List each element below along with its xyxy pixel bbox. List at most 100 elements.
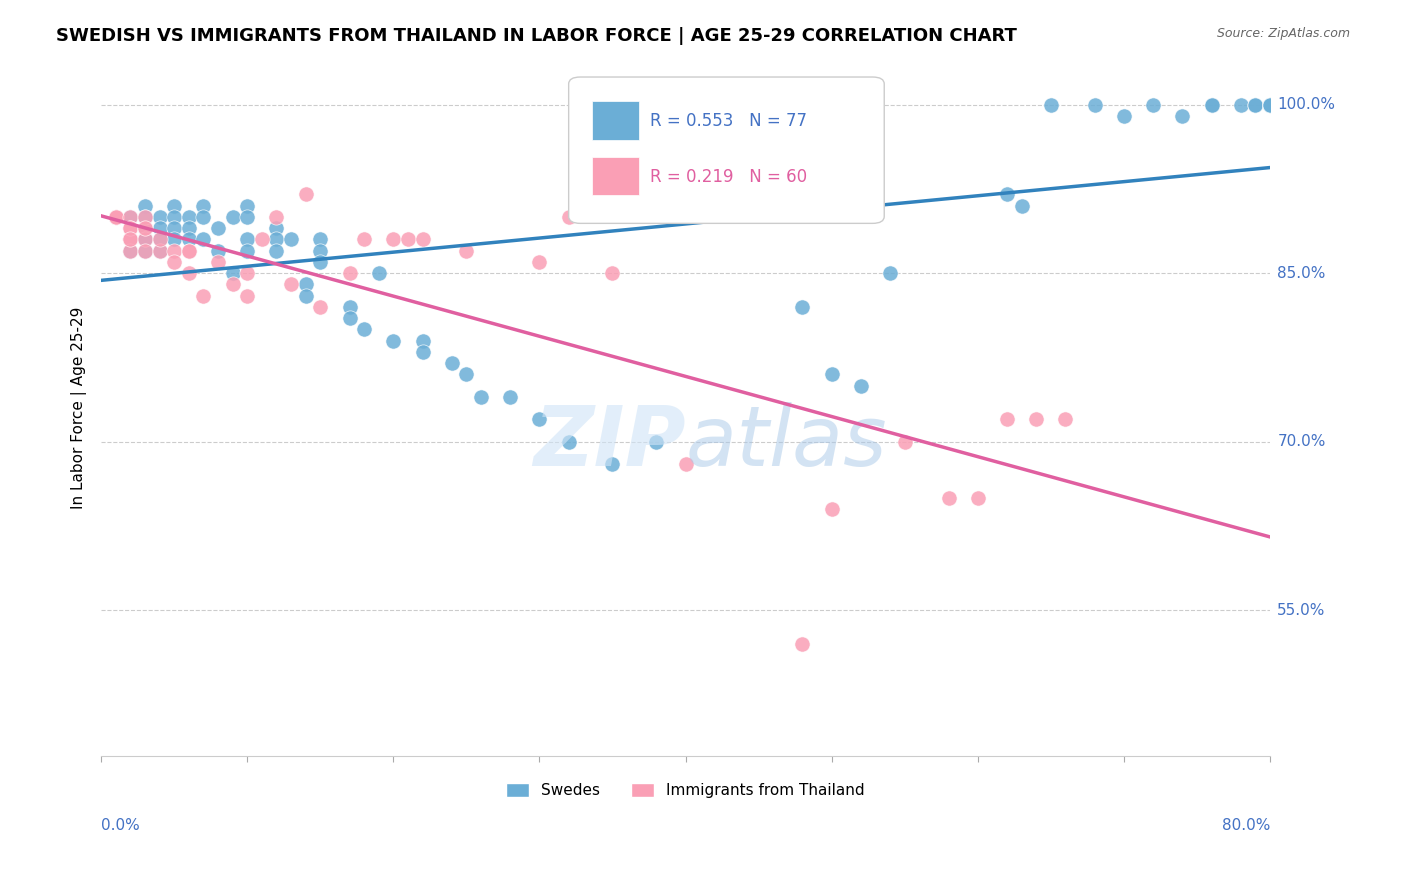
- Text: atlas: atlas: [686, 402, 887, 483]
- Point: [1258, 97, 1281, 112]
- Point: [120, 232, 142, 246]
- Point: [104, 210, 127, 224]
- Point: [207, 221, 229, 235]
- Point: [1054, 412, 1077, 426]
- Point: [396, 232, 419, 246]
- Point: [236, 244, 259, 258]
- Legend: Swedes, Immigrants from Thailand: Swedes, Immigrants from Thailand: [501, 777, 870, 805]
- Point: [456, 368, 478, 382]
- Point: [134, 199, 156, 213]
- Point: [148, 221, 170, 235]
- Point: [120, 221, 142, 235]
- Point: [104, 210, 127, 224]
- Point: [339, 266, 361, 280]
- Text: Source: ZipAtlas.com: Source: ZipAtlas.com: [1216, 27, 1350, 40]
- Text: 100.0%: 100.0%: [1277, 97, 1336, 112]
- Point: [1112, 109, 1135, 123]
- Point: [339, 300, 361, 314]
- Point: [820, 502, 842, 516]
- Point: [236, 266, 259, 280]
- Point: [134, 221, 156, 235]
- Text: ZIP: ZIP: [533, 402, 686, 483]
- Point: [309, 244, 332, 258]
- Point: [193, 210, 215, 224]
- Point: [995, 187, 1018, 202]
- Point: [177, 266, 200, 280]
- Point: [412, 344, 434, 359]
- Point: [893, 434, 915, 449]
- Point: [193, 232, 215, 246]
- Point: [266, 232, 288, 246]
- Point: [1171, 109, 1194, 123]
- Point: [120, 210, 142, 224]
- Point: [236, 288, 259, 302]
- Point: [148, 210, 170, 224]
- Point: [529, 412, 551, 426]
- Point: [163, 221, 186, 235]
- Point: [104, 210, 127, 224]
- Point: [1039, 97, 1062, 112]
- Point: [266, 210, 288, 224]
- Point: [382, 232, 405, 246]
- Point: [177, 232, 200, 246]
- Point: [177, 221, 200, 235]
- Point: [148, 232, 170, 246]
- Point: [309, 300, 332, 314]
- Text: SWEDISH VS IMMIGRANTS FROM THAILAND IN LABOR FORCE | AGE 25-29 CORRELATION CHART: SWEDISH VS IMMIGRANTS FROM THAILAND IN L…: [56, 27, 1017, 45]
- Point: [1258, 97, 1281, 112]
- Point: [1011, 199, 1033, 213]
- Point: [995, 412, 1018, 426]
- Point: [879, 266, 901, 280]
- Point: [120, 232, 142, 246]
- Point: [134, 210, 156, 224]
- Point: [382, 334, 405, 348]
- Point: [792, 300, 814, 314]
- Point: [221, 277, 243, 292]
- Point: [412, 334, 434, 348]
- Point: [104, 210, 127, 224]
- Point: [236, 199, 259, 213]
- Bar: [592, 157, 638, 195]
- Point: [1244, 97, 1267, 112]
- Point: [134, 221, 156, 235]
- Point: [280, 277, 302, 292]
- Point: [499, 390, 522, 404]
- Point: [148, 232, 170, 246]
- Point: [294, 187, 316, 202]
- Point: [1201, 97, 1223, 112]
- Point: [120, 232, 142, 246]
- Point: [104, 210, 127, 224]
- Point: [353, 322, 375, 336]
- Point: [367, 266, 389, 280]
- Point: [177, 210, 200, 224]
- Point: [820, 368, 842, 382]
- Point: [134, 210, 156, 224]
- Point: [280, 232, 302, 246]
- Text: 85.0%: 85.0%: [1277, 266, 1326, 281]
- Point: [104, 210, 127, 224]
- Point: [1142, 97, 1164, 112]
- Point: [221, 210, 243, 224]
- Point: [339, 311, 361, 326]
- Point: [120, 232, 142, 246]
- Point: [675, 457, 697, 471]
- Point: [236, 210, 259, 224]
- Point: [120, 210, 142, 224]
- Point: [645, 434, 668, 449]
- Point: [134, 232, 156, 246]
- Point: [104, 210, 127, 224]
- Point: [163, 210, 186, 224]
- Point: [163, 232, 186, 246]
- Point: [250, 232, 273, 246]
- Point: [470, 390, 492, 404]
- Point: [207, 255, 229, 269]
- Point: [353, 232, 375, 246]
- Point: [236, 232, 259, 246]
- Point: [456, 244, 478, 258]
- Point: [266, 221, 288, 235]
- Point: [104, 210, 127, 224]
- Point: [294, 277, 316, 292]
- Point: [134, 244, 156, 258]
- Point: [557, 434, 579, 449]
- Point: [120, 221, 142, 235]
